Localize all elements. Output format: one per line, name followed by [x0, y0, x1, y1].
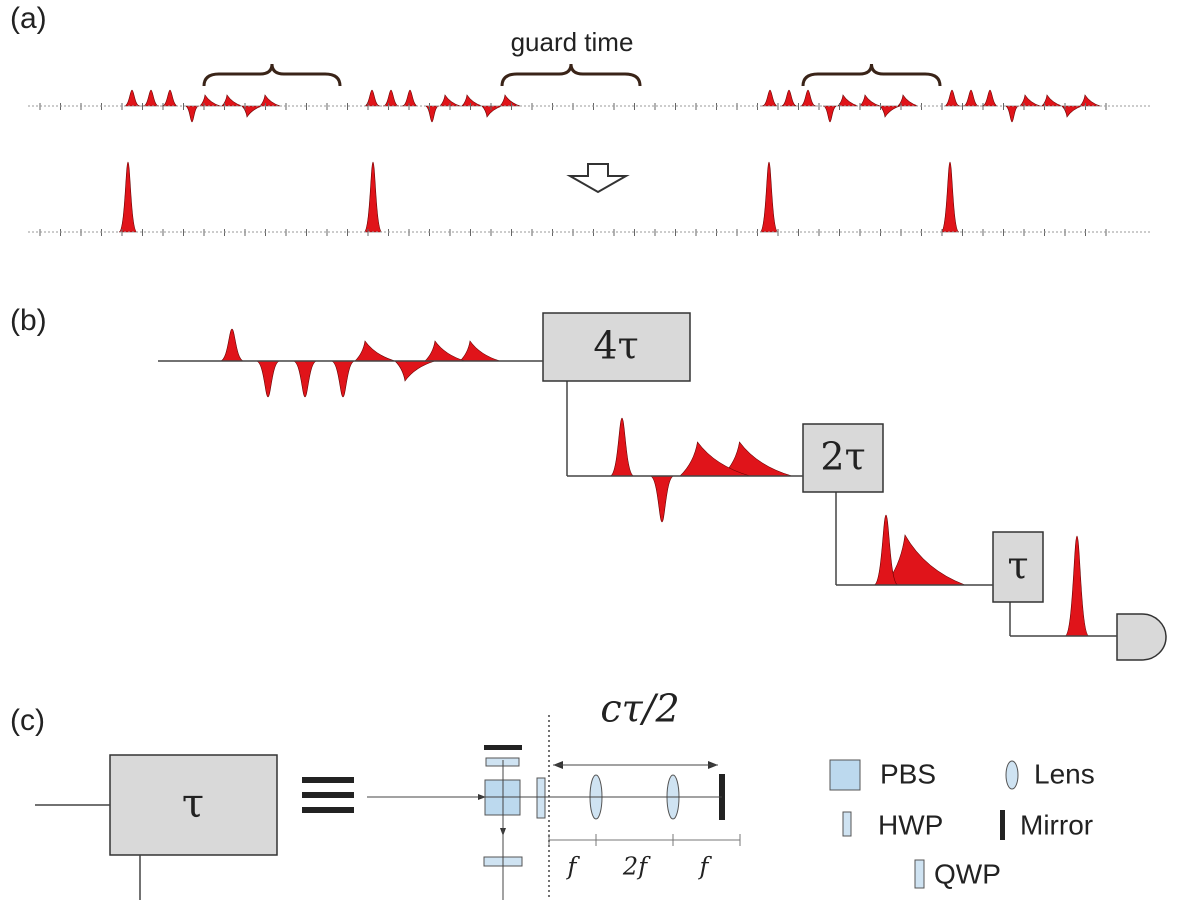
pulse — [401, 89, 419, 107]
pulse — [363, 161, 383, 233]
box-label: τ — [182, 781, 204, 827]
pulse — [499, 94, 521, 107]
pbs — [829, 759, 861, 791]
brace — [801, 63, 942, 87]
pulse — [897, 94, 919, 107]
pulse — [184, 105, 200, 123]
box-label: 4τ — [593, 324, 638, 368]
qwp — [536, 777, 546, 819]
pulse — [679, 441, 751, 477]
pulse — [799, 89, 817, 107]
pulse — [822, 105, 838, 123]
pulse — [199, 94, 221, 107]
pulse — [837, 94, 859, 107]
pulse — [940, 161, 960, 233]
spacing-label: f — [698, 853, 713, 881]
pulse — [424, 340, 466, 362]
annotation: guard time — [511, 27, 634, 57]
equiv-bar — [302, 777, 354, 783]
pulse — [943, 89, 961, 107]
pulse — [873, 514, 899, 586]
pulse — [255, 360, 281, 398]
legend-label: Mirror — [1020, 809, 1093, 840]
legend-label: Lens — [1034, 758, 1095, 789]
legend-label: PBS — [880, 758, 936, 789]
panel-label: (b) — [10, 304, 47, 337]
pulse — [394, 360, 436, 382]
pulse — [859, 94, 881, 107]
hwp — [842, 811, 852, 837]
arrow — [566, 163, 630, 194]
box-label: 2τ — [820, 435, 865, 479]
distance-label: cτ/2 — [600, 687, 679, 731]
equiv-bar — [302, 792, 354, 798]
pulse — [219, 328, 245, 362]
pulse — [879, 105, 901, 118]
mirror — [1000, 810, 1005, 840]
detector — [1116, 613, 1167, 661]
pulse — [649, 475, 675, 523]
qwp — [914, 859, 925, 889]
delay-box — [992, 531, 1044, 603]
lens — [1005, 760, 1019, 790]
pulse — [459, 340, 501, 362]
delay-box — [802, 423, 884, 493]
pulse — [142, 89, 160, 107]
box-label: τ — [1007, 544, 1028, 588]
pulse — [481, 105, 503, 118]
pulse — [1061, 105, 1083, 118]
equiv-bar — [302, 807, 354, 813]
pulse — [1079, 94, 1101, 107]
pulse — [259, 94, 281, 107]
brace — [202, 63, 342, 87]
mirror — [484, 745, 522, 750]
pulse — [363, 89, 381, 107]
pulse — [721, 441, 793, 477]
pulse — [759, 161, 779, 233]
legend-label: QWP — [934, 858, 1001, 889]
pulse — [1064, 535, 1090, 637]
pulse — [461, 94, 483, 107]
pulse — [884, 534, 966, 586]
pulse — [424, 105, 440, 123]
panel-label: (c) — [10, 704, 45, 737]
delay-box — [109, 754, 278, 856]
pulse — [981, 89, 999, 107]
pulse — [1004, 105, 1020, 123]
pulse — [118, 161, 138, 233]
pulse — [1019, 94, 1041, 107]
pulse — [382, 89, 400, 107]
pulse — [439, 94, 461, 107]
pulse — [123, 89, 141, 107]
legend-label: HWP — [878, 809, 943, 840]
spacing-label: f — [566, 853, 581, 881]
pulse — [962, 89, 980, 107]
delay-box — [542, 312, 691, 382]
pulse — [354, 340, 396, 362]
pulse — [609, 417, 635, 477]
pulse — [761, 89, 779, 107]
pulse — [330, 360, 356, 398]
pulse — [780, 89, 798, 107]
panel-label: (a) — [10, 2, 47, 35]
pulse — [241, 105, 263, 118]
spacing-label: 2f — [622, 853, 651, 881]
pulse — [292, 360, 318, 398]
brace — [500, 63, 642, 87]
pulse — [161, 89, 179, 107]
